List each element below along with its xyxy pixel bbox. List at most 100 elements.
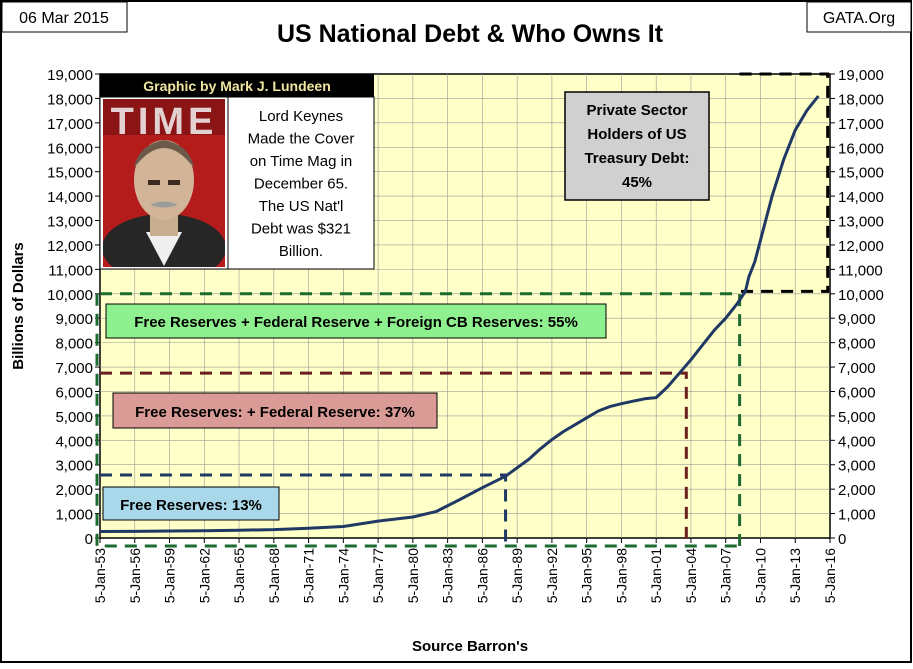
y-tick-label-right: 4,000 (838, 433, 876, 450)
y-tick-label-left: 13,000 (47, 214, 93, 231)
y-tick-label-right: 13,000 (838, 214, 884, 231)
free-fed-label: Free Reserves: + Federal Reserve: 37% (135, 404, 415, 421)
y-axis-title: Billions of Dollars (10, 242, 27, 370)
y-tick-label-left: 19,000 (47, 67, 93, 84)
caption-line: Lord Keynes (259, 108, 343, 125)
free-fed-foreign-box (105, 303, 607, 339)
y-tick-label-left: 6,000 (55, 384, 93, 401)
free-reserves-label: Free Reserves: 13% (120, 497, 262, 514)
x-tick-label: 5-Jan-56 (127, 548, 143, 603)
y-tick-label-right: 9,000 (838, 311, 876, 328)
x-tick-label: 5-Jan-65 (231, 548, 247, 603)
y-tick-label-left: 2,000 (55, 482, 93, 499)
private-sector-label-line: Treasury Debt: (584, 150, 689, 167)
x-tick-label: 5-Jan-95 (579, 548, 595, 603)
y-tick-label-left: 0 (85, 531, 93, 548)
y-tick-label-right: 16,000 (838, 140, 884, 157)
free-fed-foreign-bracket (100, 292, 742, 546)
y-tick-label-left: 7,000 (55, 360, 93, 377)
private-sector-box (564, 91, 710, 201)
magazine-name: TIME (111, 101, 218, 143)
x-tick-label: 5-Jan-68 (266, 548, 282, 603)
debt-series-line (99, 95, 820, 533)
x-tick-label: 5-Jan-77 (370, 548, 386, 603)
caption-line: Made the Cover (248, 131, 355, 148)
x-tick-label: 5-Jan-80 (405, 548, 421, 603)
private-sector-label-line: Holders of US (587, 126, 686, 143)
x-tick-label: 5-Jan-83 (440, 548, 456, 603)
y-tick-label-left: 16,000 (47, 140, 93, 157)
y-tick-label-right: 5,000 (838, 409, 876, 426)
credit-label: Graphic by Mark J. Lundeen (143, 78, 331, 94)
y-tick-label-right: 6,000 (838, 384, 876, 401)
y-tick-label-left: 3,000 (55, 458, 93, 475)
y-tick-label-left: 11,000 (48, 262, 93, 279)
x-axis: 5-Jan-53 5-Jan-56 5-Jan-59 5-Jan-62 5-Jan-65… (92, 538, 838, 603)
caption-text: Lord Keynes Made the Cover on Time Mag in D… (248, 108, 355, 260)
time-cover-inset: Graphic by Mark J. Lundeen TIME Lord Key… (99, 74, 375, 270)
caption-box (227, 96, 375, 270)
y-tick-label-left: 12,000 (47, 238, 93, 255)
y-tick-label-right: 10,000 (838, 287, 884, 304)
caption-line: Debt was $321 (251, 221, 351, 238)
chart-title: US National Debt & Who Owns It (277, 20, 664, 48)
date-box (1, 1, 128, 33)
free-fed-box (112, 392, 438, 429)
date-label: 06 Mar 2015 (19, 10, 109, 27)
y-tick-label-right: 7,000 (838, 360, 876, 377)
x-tick-label: 5-Jan-13 (787, 548, 803, 603)
y-tick-label-left: 10,000 (47, 287, 93, 304)
y-tick-label-right: 2,000 (838, 482, 876, 499)
y-tick-label-right: 1,000 (838, 507, 876, 524)
credit-bar (100, 74, 374, 97)
y-tick-label-left: 5,000 (55, 409, 93, 426)
y-tick-label-left: 8,000 (55, 336, 93, 353)
site-label: GATA.Org (823, 10, 895, 27)
y-tick-label-left: 4,000 (55, 433, 93, 450)
y-tick-label-right: 8,000 (838, 336, 876, 353)
x-tick-label: 5-Jan-07 (718, 548, 734, 603)
caption-line: Billion. (279, 243, 323, 260)
y-tick-label-right: 0 (838, 531, 846, 548)
y-tick-label-left: 18,000 (47, 91, 93, 108)
y-tick-label-right: 12,000 (838, 238, 884, 255)
y-tick-label-left: 14,000 (47, 189, 93, 206)
free-fed-foreign-label: Free Reserves + Federal Reserve + Foreig… (134, 314, 578, 331)
private-sector-label-line: Private Sector (587, 102, 688, 119)
y-axis-right: 0 1,000 2,000 3,000 4,000 5,000 6,000 7,000 8,00… (830, 67, 884, 548)
x-tick-label: 5-Jan-04 (683, 548, 699, 603)
x-tick-label: 5-Jan-53 (92, 548, 108, 603)
y-tick-label-right: 14,000 (838, 189, 884, 206)
caption-line: December 65. (254, 176, 348, 193)
private-sector-bracket (739, 72, 830, 293)
x-tick-label: 5-Jan-89 (509, 548, 525, 603)
y-tick-label-left: 1,000 (55, 507, 93, 524)
y-tick-label-right: 3,000 (838, 458, 876, 475)
keynes-portrait (103, 99, 225, 267)
caption-line: The US Nat'l (259, 198, 344, 215)
y-tick-label-right: 18,000 (838, 91, 884, 108)
y-tick-label-left: 15,000 (47, 165, 93, 182)
site-box (806, 1, 912, 33)
x-tick-label: 5-Jan-59 (162, 548, 178, 603)
x-tick-label: 5-Jan-74 (335, 548, 351, 603)
y-tick-label-left: 9,000 (55, 311, 93, 328)
private-sector-label: Private Sector Holders of US Treasury Debt… (584, 102, 689, 191)
y-tick-label-right: 17,000 (838, 116, 884, 133)
x-tick-label: 5-Jan-01 (648, 548, 664, 603)
x-tick-label: 5-Jan-86 (474, 548, 490, 603)
x-axis-title: Source Barron's (412, 638, 528, 655)
y-tick-label-right: 11,000 (838, 262, 883, 279)
y-tick-label-right: 15,000 (838, 165, 884, 182)
y-tick-label-right: 19,000 (838, 67, 884, 84)
x-tick-label: 5-Jan-16 (822, 548, 838, 603)
free-reserves-box (102, 486, 280, 521)
x-tick-label: 5-Jan-92 (544, 548, 560, 603)
private-sector-label-line: 45% (622, 174, 652, 191)
y-tick-label-left: 17,000 (47, 116, 93, 133)
x-tick-label: 5-Jan-98 (613, 548, 629, 603)
caption-line: on Time Mag in (250, 153, 353, 170)
free-fed-bracket (100, 371, 688, 546)
